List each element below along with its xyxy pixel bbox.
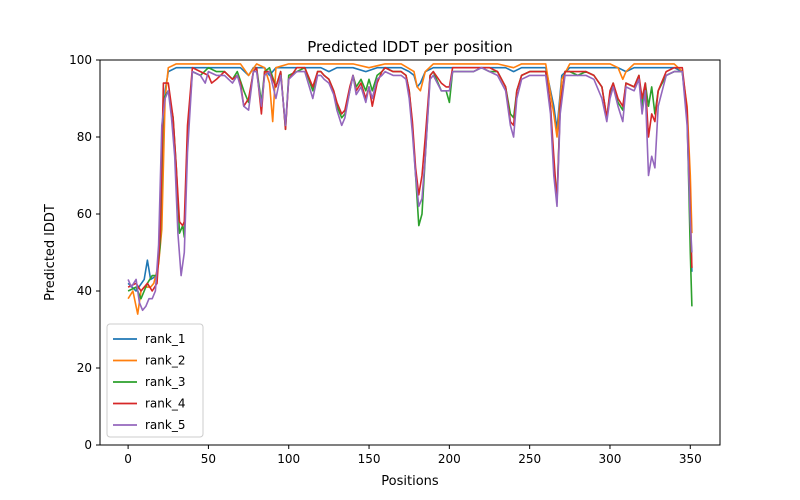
y-axis-label: Predicted lDDT bbox=[43, 204, 58, 301]
y-tick-label: 0 bbox=[84, 438, 92, 452]
chart-title: Predicted lDDT per position bbox=[307, 38, 512, 56]
x-tick-label: 150 bbox=[358, 452, 381, 466]
y-tick-label: 60 bbox=[77, 207, 92, 221]
y-axis-ticks: 0 20 40 60 80 100 bbox=[69, 53, 100, 452]
x-tick-label: 50 bbox=[201, 452, 216, 466]
x-axis-label: Positions bbox=[381, 474, 439, 489]
x-tick-label: 350 bbox=[679, 452, 702, 466]
plot-frame bbox=[99, 59, 721, 446]
series-line-rank_5 bbox=[127, 66, 693, 312]
legend-box bbox=[106, 323, 204, 438]
y-tick-label: 20 bbox=[77, 361, 92, 375]
y-tick-label: 40 bbox=[77, 284, 92, 298]
legend-label-rank_2: rank_2 bbox=[145, 354, 185, 368]
x-axis-ticks: 0 50 100 150 200 250 300 350 bbox=[124, 445, 702, 466]
legend: rank_1 rank_2 rank_3 rank_4 rank_5 bbox=[106, 323, 204, 438]
legend-label-rank_1: rank_1 bbox=[145, 332, 185, 346]
legend-label-rank_4: rank_4 bbox=[145, 397, 185, 411]
y-tick-label: 80 bbox=[77, 130, 92, 144]
x-tick-label: 100 bbox=[277, 452, 300, 466]
series-line-rank_4 bbox=[127, 66, 693, 292]
y-tick-label: 100 bbox=[69, 53, 92, 67]
x-tick-label: 250 bbox=[518, 452, 541, 466]
series-line-rank_1 bbox=[127, 66, 693, 292]
legend-items: rank_1 rank_2 rank_3 rank_4 rank_5 bbox=[113, 332, 185, 432]
x-tick-label: 0 bbox=[124, 452, 132, 466]
x-tick-label: 200 bbox=[438, 452, 461, 466]
legend-label-rank_5: rank_5 bbox=[145, 418, 185, 432]
plot-lines bbox=[127, 63, 693, 315]
x-tick-label: 300 bbox=[599, 452, 622, 466]
legend-label-rank_3: rank_3 bbox=[145, 375, 185, 389]
